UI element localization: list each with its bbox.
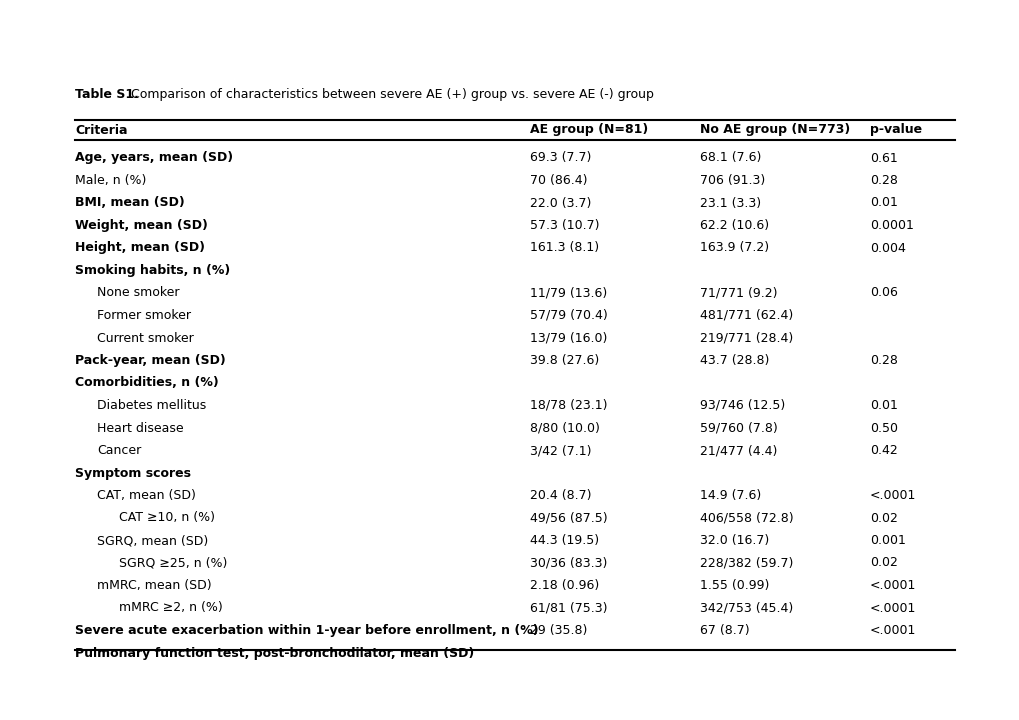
Text: Weight, mean (SD): Weight, mean (SD) — [75, 219, 208, 232]
Text: 163.9 (7.2): 163.9 (7.2) — [699, 241, 768, 254]
Text: 14.9 (7.6): 14.9 (7.6) — [699, 489, 760, 502]
Text: 0.004: 0.004 — [869, 241, 905, 254]
Text: Smoking habits, n (%): Smoking habits, n (%) — [75, 264, 230, 277]
Text: 3/42 (7.1): 3/42 (7.1) — [530, 444, 591, 457]
Text: 67 (8.7): 67 (8.7) — [699, 624, 749, 637]
Text: <.0001: <.0001 — [869, 489, 915, 502]
Text: 2.18 (0.96): 2.18 (0.96) — [530, 579, 599, 592]
Text: 30/36 (83.3): 30/36 (83.3) — [530, 557, 606, 570]
Text: 0.06: 0.06 — [869, 287, 897, 300]
Text: 61/81 (75.3): 61/81 (75.3) — [530, 601, 607, 614]
Text: 406/558 (72.8): 406/558 (72.8) — [699, 511, 793, 524]
Text: SGRQ ≥25, n (%): SGRQ ≥25, n (%) — [119, 557, 227, 570]
Text: SGRQ, mean (SD): SGRQ, mean (SD) — [97, 534, 208, 547]
Text: 18/78 (23.1): 18/78 (23.1) — [530, 399, 607, 412]
Text: 29 (35.8): 29 (35.8) — [530, 624, 587, 637]
Text: 59/760 (7.8): 59/760 (7.8) — [699, 421, 777, 434]
Text: 93/746 (12.5): 93/746 (12.5) — [699, 399, 785, 412]
Text: <.0001: <.0001 — [869, 601, 915, 614]
Text: Age, years, mean (SD): Age, years, mean (SD) — [75, 151, 233, 164]
Text: 32.0 (16.7): 32.0 (16.7) — [699, 534, 768, 547]
Text: 68.1 (7.6): 68.1 (7.6) — [699, 151, 760, 164]
Text: 161.3 (8.1): 161.3 (8.1) — [530, 241, 598, 254]
Text: 49/56 (87.5): 49/56 (87.5) — [530, 511, 607, 524]
Text: 0.02: 0.02 — [869, 557, 897, 570]
Text: CAT, mean (SD): CAT, mean (SD) — [97, 489, 196, 502]
Text: 39.8 (27.6): 39.8 (27.6) — [530, 354, 599, 367]
Text: 706 (91.3): 706 (91.3) — [699, 174, 764, 187]
Text: 57/79 (70.4): 57/79 (70.4) — [530, 309, 607, 322]
Text: Former smoker: Former smoker — [97, 309, 191, 322]
Text: 69.3 (7.7): 69.3 (7.7) — [530, 151, 591, 164]
Text: None smoker: None smoker — [97, 287, 179, 300]
Text: 1.55 (0.99): 1.55 (0.99) — [699, 579, 768, 592]
Text: 342/753 (45.4): 342/753 (45.4) — [699, 601, 793, 614]
Text: 13/79 (16.0): 13/79 (16.0) — [530, 331, 606, 344]
Text: 57.3 (10.7): 57.3 (10.7) — [530, 219, 599, 232]
Text: 23.1 (3.3): 23.1 (3.3) — [699, 197, 760, 210]
Text: <.0001: <.0001 — [869, 579, 915, 592]
Text: <.0001: <.0001 — [869, 624, 915, 637]
Text: 43.7 (28.8): 43.7 (28.8) — [699, 354, 768, 367]
Text: mMRC ≥2, n (%): mMRC ≥2, n (%) — [119, 601, 222, 614]
Text: Current smoker: Current smoker — [97, 331, 194, 344]
Text: mMRC, mean (SD): mMRC, mean (SD) — [97, 579, 211, 592]
Text: 0.28: 0.28 — [869, 354, 897, 367]
Text: Severe acute exacerbation within 1-year before enrollment, n (%): Severe acute exacerbation within 1-year … — [75, 624, 538, 637]
Text: AE group (N=81): AE group (N=81) — [530, 124, 648, 137]
Text: 228/382 (59.7): 228/382 (59.7) — [699, 557, 793, 570]
Text: 0.01: 0.01 — [869, 197, 897, 210]
Text: Comorbidities, n (%): Comorbidities, n (%) — [75, 377, 218, 390]
Text: 0.42: 0.42 — [869, 444, 897, 457]
Text: Symptom scores: Symptom scores — [75, 467, 191, 480]
Text: 21/477 (4.4): 21/477 (4.4) — [699, 444, 776, 457]
Text: Cancer: Cancer — [97, 444, 141, 457]
Text: 20.4 (8.7): 20.4 (8.7) — [530, 489, 591, 502]
Text: 0.001: 0.001 — [869, 534, 905, 547]
Text: Pulmonary function test, post-bronchodilator, mean (SD): Pulmonary function test, post-bronchodil… — [75, 647, 474, 660]
Text: 44.3 (19.5): 44.3 (19.5) — [530, 534, 598, 547]
Text: 481/771 (62.4): 481/771 (62.4) — [699, 309, 793, 322]
Text: CAT ≥10, n (%): CAT ≥10, n (%) — [119, 511, 215, 524]
Text: Heart disease: Heart disease — [97, 421, 183, 434]
Text: Table S1.: Table S1. — [75, 88, 139, 101]
Text: 0.50: 0.50 — [869, 421, 897, 434]
Text: Diabetes mellitus: Diabetes mellitus — [97, 399, 206, 412]
Text: 8/80 (10.0): 8/80 (10.0) — [530, 421, 599, 434]
Text: 0.61: 0.61 — [869, 151, 897, 164]
Text: 11/79 (13.6): 11/79 (13.6) — [530, 287, 606, 300]
Text: 219/771 (28.4): 219/771 (28.4) — [699, 331, 793, 344]
Text: Pack-year, mean (SD): Pack-year, mean (SD) — [75, 354, 225, 367]
Text: Height, mean (SD): Height, mean (SD) — [75, 241, 205, 254]
Text: 0.02: 0.02 — [869, 511, 897, 524]
Text: 0.01: 0.01 — [869, 399, 897, 412]
Text: Male, n (%): Male, n (%) — [75, 174, 147, 187]
Text: BMI, mean (SD): BMI, mean (SD) — [75, 197, 184, 210]
Text: 0.0001: 0.0001 — [869, 219, 913, 232]
Text: 70 (86.4): 70 (86.4) — [530, 174, 587, 187]
Text: Criteria: Criteria — [75, 124, 127, 137]
Text: No AE group (N=773): No AE group (N=773) — [699, 124, 850, 137]
Text: p-value: p-value — [869, 124, 921, 137]
Text: 22.0 (3.7): 22.0 (3.7) — [530, 197, 591, 210]
Text: 0.28: 0.28 — [869, 174, 897, 187]
Text: 71/771 (9.2): 71/771 (9.2) — [699, 287, 776, 300]
Text: Comparison of characteristics between severe AE (+) group vs. severe AE (-) grou: Comparison of characteristics between se… — [127, 88, 653, 101]
Text: 62.2 (10.6): 62.2 (10.6) — [699, 219, 768, 232]
